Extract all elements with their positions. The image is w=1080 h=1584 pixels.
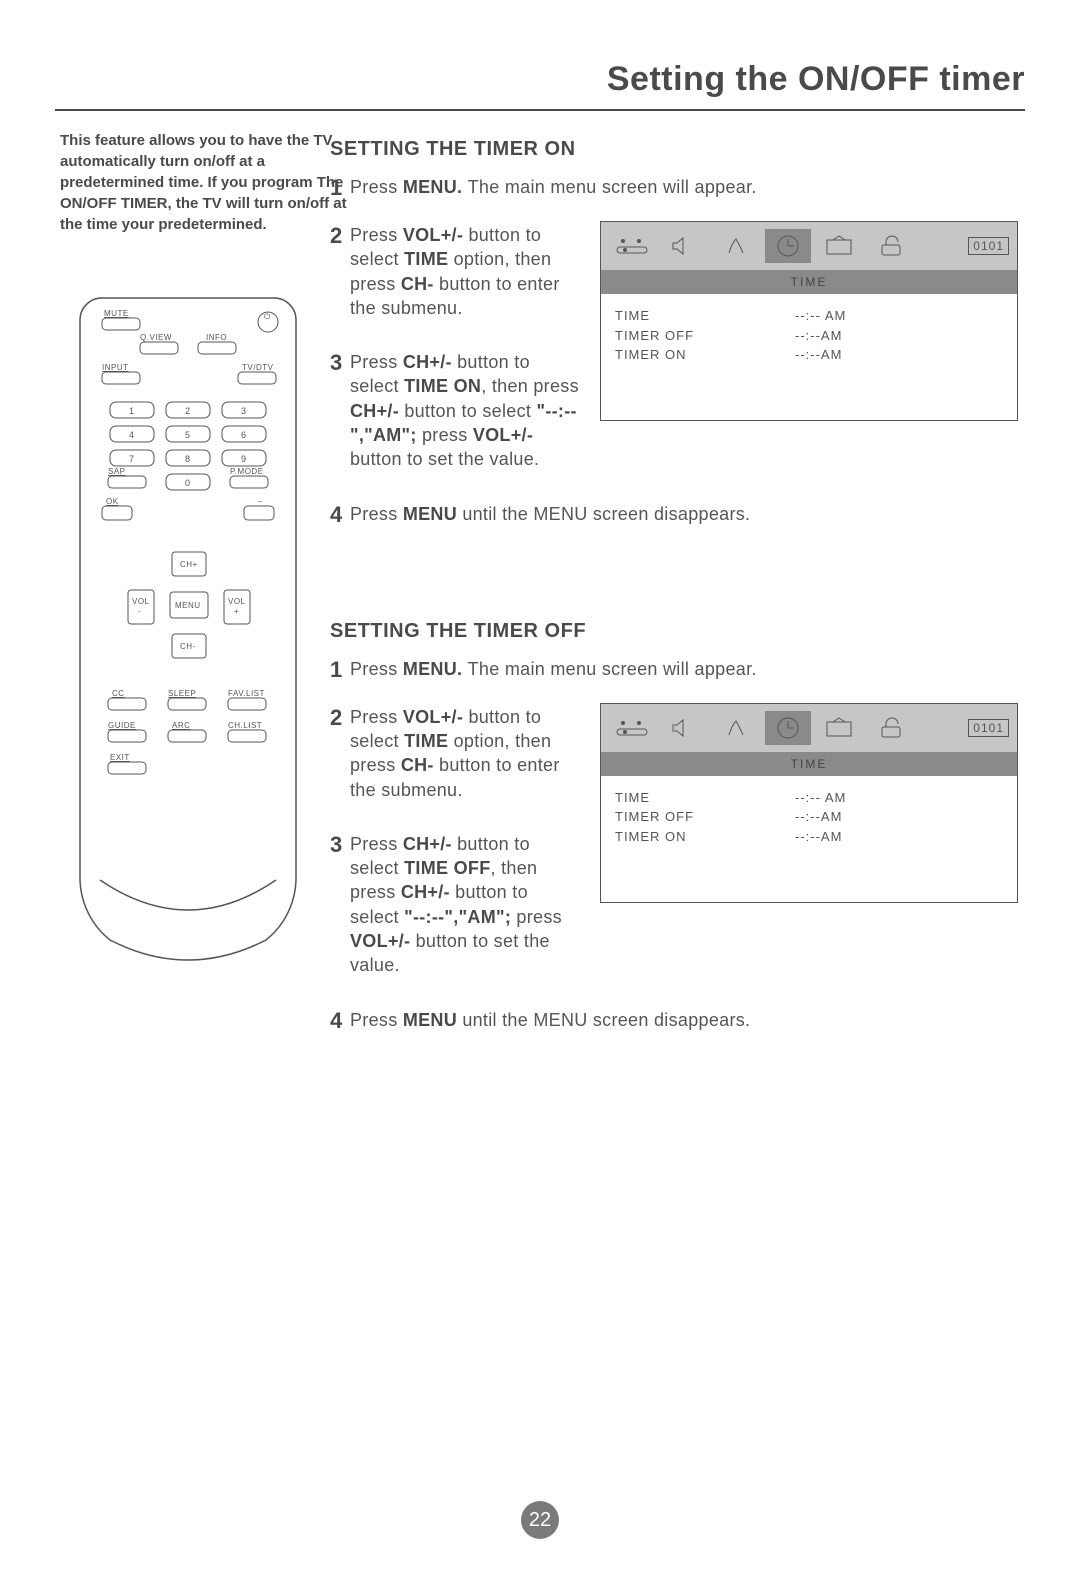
step-off-3: 3 Press CH+/- button to select TIME OFF,… <box>330 832 1030 978</box>
step-text: Press VOL+/- button to select TIME optio… <box>350 705 580 802</box>
step-off-2: 2 Press VOL+/- button to select TIME opt… <box>330 705 1030 802</box>
svg-text:SAP: SAP <box>108 467 126 476</box>
svg-text:INPUT: INPUT <box>102 363 129 372</box>
svg-text:GUIDE: GUIDE <box>108 721 136 730</box>
osd-row: TIME--:-- AM <box>615 788 1003 808</box>
step-on-3: 3 Press CH+/- button to select TIME ON, … <box>330 350 1030 471</box>
osd-icon-sound <box>661 229 707 263</box>
svg-text:VOL: VOL <box>228 597 246 606</box>
osd-icon-sound <box>661 711 707 745</box>
osd-row: TIME--:-- AM <box>615 306 1003 326</box>
svg-text:4: 4 <box>129 430 135 440</box>
svg-text:OK: OK <box>106 497 119 506</box>
osd-icon-adjust <box>609 229 655 263</box>
svg-text:+: + <box>234 607 239 616</box>
step-on-1: 1 Press MENU. The main menu screen will … <box>330 175 1030 201</box>
step-off-4: 4 Press MENU until the MENU screen disap… <box>330 1008 1030 1034</box>
osd-icon-tv <box>817 711 863 745</box>
step-on-2: 2 Press VOL+/- button to select TIME opt… <box>330 223 1030 320</box>
step-number: 3 <box>330 832 350 858</box>
svg-text:EXIT: EXIT <box>110 753 130 762</box>
osd-icon-time <box>765 711 811 745</box>
osd-tab-label: TIME <box>601 270 1017 294</box>
svg-text:CH+: CH+ <box>180 560 198 569</box>
svg-text:5: 5 <box>185 430 191 440</box>
step-number: 2 <box>330 705 350 731</box>
svg-text:ARC: ARC <box>172 721 190 730</box>
intro-text: This feature allows you to have the TV a… <box>60 130 360 235</box>
svg-text:P.MODE: P.MODE <box>230 467 264 476</box>
step-number: 3 <box>330 350 350 376</box>
svg-text:MENU: MENU <box>175 601 201 610</box>
svg-text:⏻: ⏻ <box>264 312 271 321</box>
step-number: 1 <box>330 175 350 201</box>
step-number: 1 <box>330 657 350 683</box>
step-text: Press MENU. The main menu screen will ap… <box>350 175 1000 199</box>
svg-text:CC: CC <box>112 689 125 698</box>
osd-row: TIMER OFF--:--AM <box>615 326 1003 346</box>
step-text: Press CH+/- button to select TIME ON, th… <box>350 350 580 471</box>
step-on-4: 4 Press MENU until the MENU screen disap… <box>330 502 1030 528</box>
osd-icon-pref <box>713 229 759 263</box>
osd-icon-pref <box>713 711 759 745</box>
page-title: Setting the ON/OFF timer <box>55 60 1025 111</box>
svg-text:2: 2 <box>185 406 191 416</box>
svg-text:CH.LIST: CH.LIST <box>228 721 262 730</box>
svg-text:1: 1 <box>129 406 135 416</box>
step-text: Press CH+/- button to select TIME OFF, t… <box>350 832 580 978</box>
osd-icon-lock <box>869 711 915 745</box>
osd-icon-adjust <box>609 711 655 745</box>
osd-code: 0101 <box>968 237 1009 255</box>
svg-text:MUTE: MUTE <box>104 309 129 318</box>
step-text: Press MENU until the MENU screen disappe… <box>350 1008 1000 1032</box>
remote-control-diagram: MUTE ⏻ Q.VIEW INFO INPUT TV/DTV 1 2 3 4 … <box>72 290 304 970</box>
svg-text:Q.VIEW: Q.VIEW <box>140 333 172 342</box>
step-text: Press MENU. The main menu screen will ap… <box>350 657 1000 681</box>
svg-text:0: 0 <box>185 478 191 488</box>
step-text: Press VOL+/- button to select TIME optio… <box>350 223 580 320</box>
section-timer-off-heading: SETTING THE TIMER OFF <box>330 620 1030 643</box>
svg-text:8: 8 <box>185 454 191 464</box>
osd-code: 0101 <box>968 719 1009 737</box>
osd-icon-lock <box>869 229 915 263</box>
svg-text:VOL: VOL <box>132 597 150 606</box>
step-number: 2 <box>330 223 350 249</box>
svg-text:3: 3 <box>241 406 247 416</box>
svg-text:SLEEP: SLEEP <box>168 689 196 698</box>
step-number: 4 <box>330 1008 350 1034</box>
svg-text:CH-: CH- <box>180 642 196 651</box>
svg-text:9: 9 <box>241 454 247 464</box>
svg-text:6: 6 <box>241 430 247 440</box>
svg-text:–: – <box>258 497 263 506</box>
svg-text:7: 7 <box>129 454 135 464</box>
section-timer-on-heading: SETTING THE TIMER ON <box>330 138 1030 161</box>
step-text: Press MENU until the MENU screen disappe… <box>350 502 1000 526</box>
page-number: 22 <box>521 1501 559 1539</box>
osd-tab-label: TIME <box>601 752 1017 776</box>
osd-icon-tv <box>817 229 863 263</box>
step-off-1: 1 Press MENU. The main menu screen will … <box>330 657 1030 683</box>
osd-icon-time <box>765 229 811 263</box>
svg-text:TV/DTV: TV/DTV <box>242 363 274 372</box>
svg-text:INFO: INFO <box>206 333 227 342</box>
osd-row: TIMER OFF--:--AM <box>615 807 1003 827</box>
step-number: 4 <box>330 502 350 528</box>
svg-text:FAV.LIST: FAV.LIST <box>228 689 265 698</box>
svg-text:-: - <box>138 607 141 616</box>
